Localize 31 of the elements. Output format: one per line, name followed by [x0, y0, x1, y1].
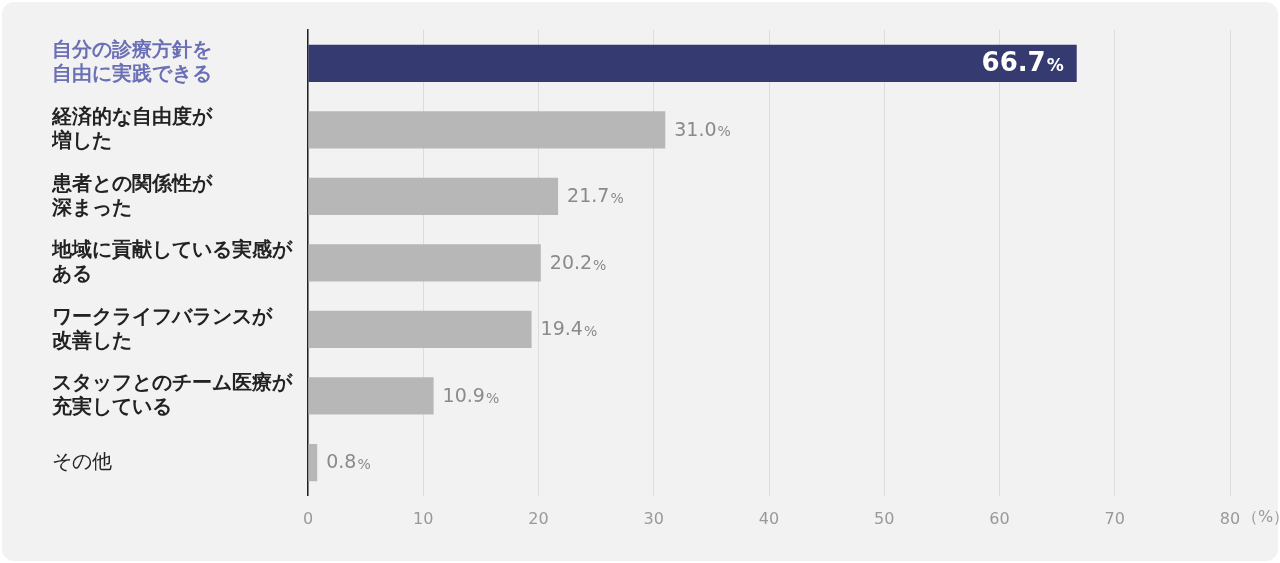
x-tick-label: 20	[528, 508, 549, 528]
data-label: 21.7%	[567, 184, 624, 207]
bar	[308, 44, 1077, 82]
data-label: 0.8%	[326, 450, 371, 473]
bar	[308, 177, 559, 215]
y-tick-label: ワークライフバランスが改善した	[52, 303, 273, 352]
bar	[308, 111, 666, 149]
x-tick-label: 40	[758, 508, 780, 528]
x-tick-label: 30	[643, 508, 664, 528]
data-label: 19.4%	[540, 317, 598, 340]
x-tick-label: 70	[1104, 508, 1125, 528]
x-tick-label: 0	[302, 508, 314, 528]
y-tick-label: 地域に貢献している実感がある	[51, 237, 293, 286]
x-tick-label: 80	[1219, 508, 1241, 528]
data-label: 20.2%	[549, 250, 607, 273]
y-tick-label: 患者との関係性が深まった	[51, 170, 213, 219]
bar	[308, 244, 541, 282]
x-tick-label: 60	[989, 508, 1010, 528]
y-tick-label: 自分の診療方針を自由に実践できる	[52, 37, 212, 86]
y-tick-label: 経済的な自由度が増した	[51, 104, 213, 153]
bar	[308, 443, 318, 482]
bar	[308, 310, 532, 349]
y-tick-label: その他	[52, 448, 112, 473]
x-axis-title: （%）	[1242, 507, 1280, 527]
data-label: 31.0%	[674, 117, 731, 140]
bar	[308, 377, 434, 415]
data-label: 66.7%	[981, 47, 1064, 78]
data-label: 10.9%	[442, 383, 500, 406]
y-tick-label: スタッフとのチーム医療が充実している	[51, 370, 293, 419]
x-tick-label: 50	[874, 508, 895, 528]
x-tick-label: 10	[413, 508, 434, 528]
